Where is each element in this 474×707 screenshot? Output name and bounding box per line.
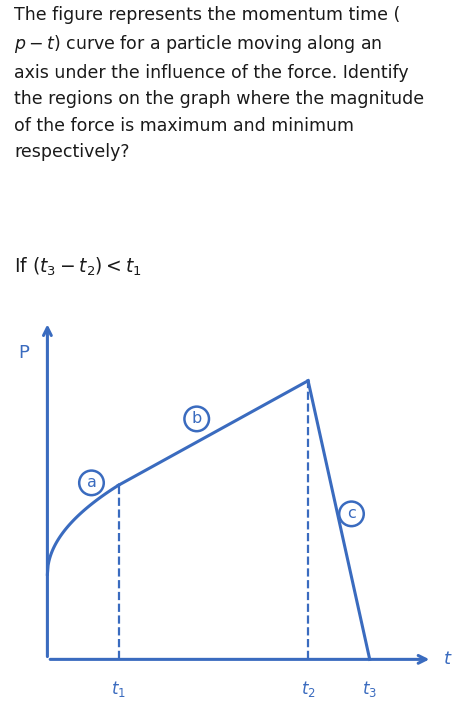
Text: $t_1$: $t_1$ (111, 679, 126, 699)
Text: If $(t_3 - t_2) < t_1$: If $(t_3 - t_2) < t_1$ (14, 255, 142, 278)
Text: The figure represents the momentum time (
$p-t$) curve for a particle moving alo: The figure represents the momentum time … (14, 6, 424, 161)
Text: $t_3$: $t_3$ (362, 679, 377, 699)
Text: $t_2$: $t_2$ (301, 679, 316, 699)
Text: c: c (347, 506, 356, 521)
Text: a: a (87, 475, 96, 491)
Text: $t$: $t$ (444, 650, 453, 668)
Text: P: P (18, 344, 28, 362)
Text: b: b (191, 411, 202, 426)
